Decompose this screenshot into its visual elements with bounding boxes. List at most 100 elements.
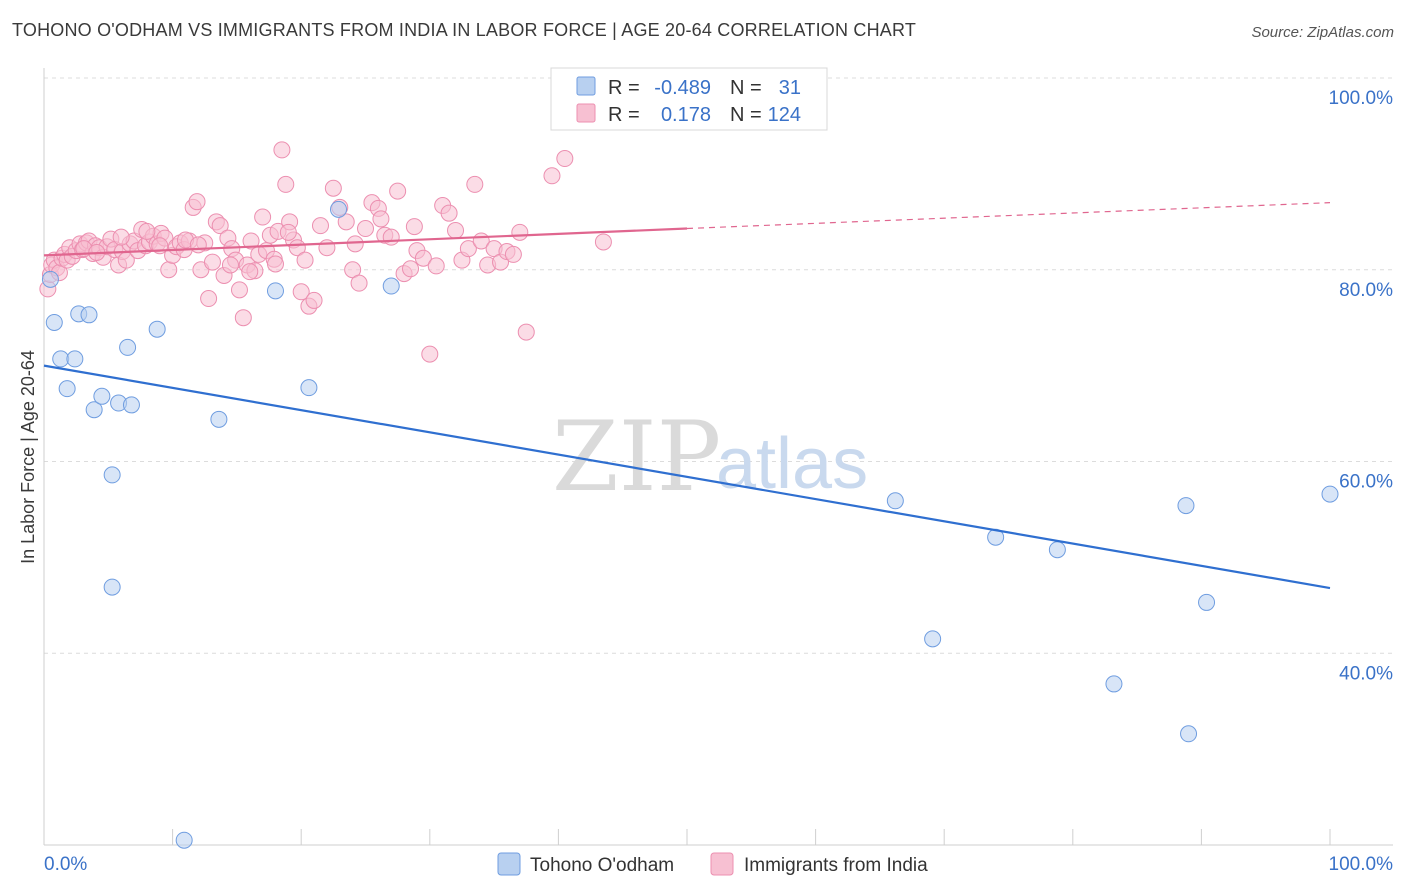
stats-n-value-tohono: 31 [779,77,801,99]
legend-swatch-tohono [497,852,521,876]
y-tick-label-3: 40.0% [1339,663,1393,684]
point-tohono-20 [382,277,400,295]
point-tohono-0 [41,270,59,288]
point-india-78 [337,213,355,231]
point-tohono-14 [148,320,166,338]
axes-layer [43,68,1393,846]
point-india-91 [421,345,439,363]
legend-label-india: Immigrants from India [744,855,928,876]
point-tohono-13 [122,396,140,414]
point-tohono-22 [886,492,904,510]
point-tohono-27 [1177,497,1195,515]
legend: Tohono O'odham Immigrants from India [497,852,928,876]
point-india-121 [346,235,364,253]
point-tohono-29 [1198,593,1216,611]
point-tohono-9 [103,466,121,484]
point-tohono-6 [80,306,98,324]
legend-swatch-india [710,852,734,876]
point-india-70 [292,283,310,301]
point-india-119 [266,255,284,273]
stats-swatch-tohono [576,76,596,96]
point-india-81 [357,220,374,238]
stats-r-label-india: R = [608,104,640,126]
point-tohono-23 [924,630,942,648]
point-india-122 [372,210,390,228]
chart-title: TOHONO O'ODHAM VS IMMIGRANTS FROM INDIA … [12,20,917,40]
stats-r-value-india: 0.178 [661,104,711,126]
point-india-95 [447,221,465,239]
stats-n-value-india: 124 [768,104,801,126]
stats-box: R = -0.489 N = 31 R = 0.178 N = 124 [550,67,828,131]
point-india-43 [188,193,206,211]
point-india-90 [414,249,432,267]
y-tick-label-0: 100.0% [1329,88,1394,109]
point-tohono-25 [1048,541,1066,559]
trendline-tohono [43,364,1331,590]
grid-layer [44,77,1393,654]
point-india-80 [350,274,368,292]
point-tohono-8 [93,387,111,405]
point-india-107 [543,167,561,185]
point-india-76 [324,179,342,197]
watermark-atlas: atlas [716,424,868,504]
stats-n-label-india: N = [730,104,762,126]
point-india-36 [160,261,178,279]
watermark: ZIP atlas [552,401,868,513]
point-india-88 [402,260,420,278]
point-india-57 [242,232,260,250]
trendline-india-extension [686,202,1331,230]
point-india-86 [389,182,407,200]
point-india-105 [511,223,529,241]
stats-n-label-tohono: N = [730,77,762,99]
point-india-123 [405,218,423,236]
point-tohono-4 [66,350,84,368]
point-tohono-28 [1180,725,1198,743]
point-india-108 [556,150,574,168]
x-tick-label-0: 0.0% [44,854,87,875]
point-india-118 [241,263,259,281]
point-india-94 [440,204,458,222]
point-india-65 [273,141,291,159]
point-india-113 [138,222,156,240]
stats-swatch-india [576,103,596,123]
point-india-112 [112,228,130,246]
point-india-109 [594,233,612,251]
y-tick-label-1: 80.0% [1339,280,1393,301]
point-india-106 [517,323,535,341]
point-india-116 [189,236,207,254]
point-tohono-2 [52,350,70,368]
point-india-98 [466,175,484,193]
point-tohono-26 [1105,675,1123,693]
stats-r-value-tohono: -0.489 [654,77,711,99]
y-tick-label-2: 60.0% [1339,472,1393,493]
point-tohono-3 [58,380,76,398]
watermark-zip: ZIP [552,401,721,513]
point-tohono-15 [175,831,193,849]
point-india-73 [305,291,323,309]
point-tohono-12 [119,338,137,356]
point-india-71 [296,251,314,269]
point-india-120 [279,223,297,241]
point-india-46 [200,290,218,308]
point-india-49 [211,217,229,235]
y-axis-label: In Labor Force | Age 20-64 [18,350,38,564]
x-tick-label-1: 100.0% [1329,854,1394,875]
point-india-66 [277,175,295,193]
point-india-75 [318,239,336,257]
ticks-layer: 100.0% 80.0% 60.0% 40.0% 0.0% 100.0% [44,88,1393,875]
point-tohono-17 [266,282,284,300]
trend-layer [43,202,1331,590]
point-tohono-10 [103,578,121,596]
stats-r-label-tohono: R = [608,77,640,99]
trendline-india [43,227,688,257]
point-india-54 [230,281,248,299]
point-tohono-7 [85,401,103,419]
point-india-104 [504,245,522,263]
point-india-74 [311,217,329,235]
point-india-92 [427,257,445,275]
point-india-85 [382,228,400,246]
point-tohono-18 [300,379,318,397]
legend-label-tohono: Tohono O'odham [530,855,674,876]
point-india-97 [459,240,477,258]
